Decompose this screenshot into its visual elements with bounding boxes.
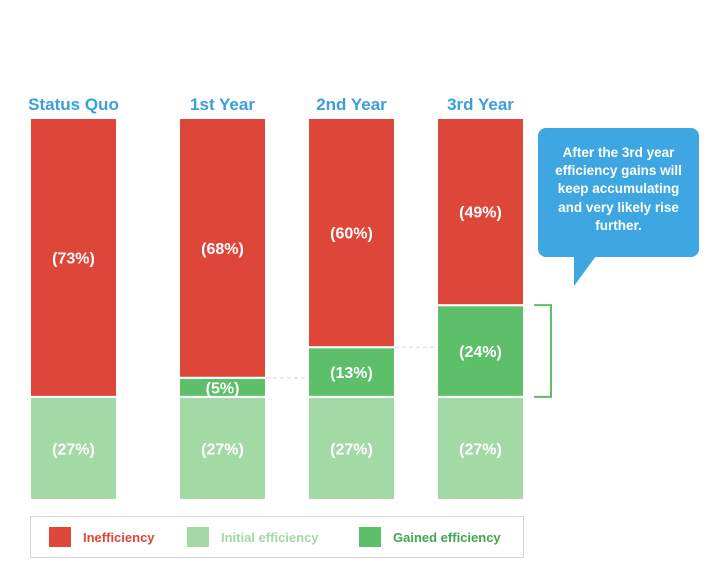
value-label-status-quo-inefficiency: (73%): [52, 250, 95, 267]
legend-item-gained-efficiency: Gained efficiency: [359, 527, 501, 547]
category-label-3rd-year: 3rd Year: [447, 95, 514, 114]
value-label-2nd-year-inefficiency: (60%): [330, 226, 373, 243]
legend: Inefficiency Initial efficiency Gained e…: [30, 516, 524, 558]
legend-label-initial-efficiency: Initial efficiency: [221, 529, 319, 545]
legend-swatch-inefficiency: [49, 527, 71, 547]
value-label-1st-year-gained-efficiency: (5%): [206, 380, 240, 397]
bar-3rd-year-gained-efficiency: [436, 304, 525, 398]
legend-label-gained-efficiency: Gained efficiency: [393, 529, 501, 545]
bar-status-quo-inefficiency: [29, 117, 118, 398]
bar-1st-year-inefficiency: [178, 117, 267, 379]
value-label-2nd-year-initial-efficiency: (27%): [330, 441, 373, 458]
category-label-1st-year: 1st Year: [190, 95, 255, 114]
bar-status-quo-initial-efficiency: [29, 395, 118, 501]
value-label-status-quo-initial-efficiency: (27%): [52, 441, 95, 458]
value-label-3rd-year-inefficiency: (49%): [459, 205, 502, 222]
bar-3rd-year-initial-efficiency: [436, 395, 525, 501]
bar-2nd-year-inefficiency: [307, 117, 396, 349]
bar-2nd-year-initial-efficiency: [307, 395, 396, 501]
legend-item-initial-efficiency: Initial efficiency: [187, 527, 319, 547]
category-label-status-quo: Status Quo: [28, 95, 119, 114]
legend-item-inefficiency: Inefficiency: [49, 527, 155, 547]
gained-efficiency-bracket: [534, 304, 552, 398]
bar-2nd-year-gained-efficiency: [307, 346, 396, 398]
legend-swatch-initial-efficiency: [187, 527, 209, 547]
value-label-1st-year-initial-efficiency: (27%): [201, 441, 244, 458]
legend-label-inefficiency: Inefficiency: [83, 529, 155, 545]
annotation-callout: After the 3rd year efficiency gains will…: [538, 128, 699, 257]
value-label-3rd-year-gained-efficiency: (24%): [459, 344, 502, 361]
legend-swatch-gained-efficiency: [359, 527, 381, 547]
value-label-2nd-year-gained-efficiency: (13%): [330, 365, 373, 382]
bar-3rd-year-inefficiency: [436, 117, 525, 307]
category-label-2nd-year: 2nd Year: [316, 95, 387, 114]
value-label-3rd-year-initial-efficiency: (27%): [459, 441, 502, 458]
callout-tail: [574, 256, 596, 286]
annotation-text: After the 3rd year efficiency gains will…: [555, 145, 682, 233]
value-label-1st-year-inefficiency: (68%): [201, 241, 244, 258]
